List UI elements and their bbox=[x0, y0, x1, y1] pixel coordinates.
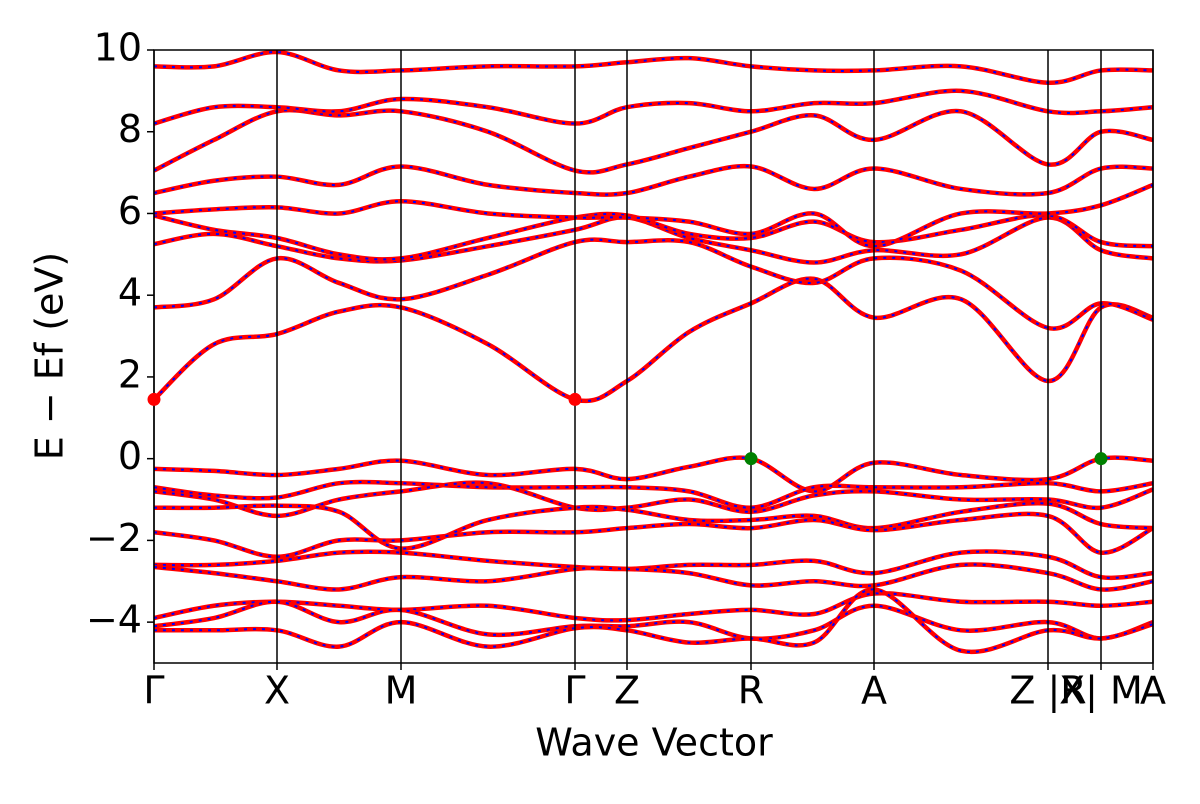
plot-area bbox=[154, 50, 1153, 655]
band-line bbox=[154, 88, 1153, 126]
y-tick-label: 6 bbox=[118, 189, 142, 233]
band-line-overlay bbox=[154, 165, 1153, 196]
band-line bbox=[154, 549, 1153, 581]
band-line bbox=[154, 590, 1153, 623]
band-line-overlay bbox=[154, 216, 1153, 264]
x-tick-label: Z bbox=[614, 669, 640, 713]
vbm-marker bbox=[744, 452, 758, 466]
band-line-overlay bbox=[154, 109, 1153, 174]
band-line bbox=[154, 599, 1153, 641]
x-tick-label: A bbox=[861, 669, 887, 713]
x-tick-label: Γ bbox=[564, 669, 585, 713]
band-line-overlay bbox=[154, 563, 1153, 591]
band-line-overlay bbox=[154, 89, 1153, 125]
band-line-overlay bbox=[154, 183, 1153, 248]
band-line bbox=[154, 237, 1153, 331]
band-line-overlay bbox=[154, 592, 1153, 622]
x-tick-label: Γ bbox=[143, 669, 164, 713]
band-line bbox=[154, 587, 1153, 655]
band-line bbox=[154, 107, 1153, 175]
cbm-marker bbox=[568, 392, 582, 406]
x-tick-label: R bbox=[738, 669, 764, 713]
y-axis-label: E − Ef (eV) bbox=[28, 252, 72, 461]
x-tick-label: M bbox=[385, 669, 418, 713]
band-line bbox=[154, 500, 1153, 551]
band-line-overlay bbox=[154, 481, 1153, 517]
x-tick-label: A bbox=[1140, 669, 1166, 713]
x-axis-label: Wave Vector bbox=[535, 721, 773, 765]
vbm-marker bbox=[1094, 452, 1108, 466]
y-tick-label: −2 bbox=[86, 516, 142, 560]
cbm-marker bbox=[147, 392, 161, 406]
band-line-overlay bbox=[154, 588, 1153, 653]
y-tick-label: 2 bbox=[118, 352, 142, 396]
x-tick-label: X| M bbox=[1059, 669, 1143, 714]
x-tick-label: X bbox=[264, 669, 290, 713]
band-line bbox=[154, 211, 1153, 262]
band-line-overlay bbox=[154, 600, 1153, 640]
y-tick-label: −4 bbox=[86, 598, 142, 642]
x-tick-label: Z |R bbox=[1009, 669, 1086, 714]
band-line bbox=[154, 479, 1153, 510]
y-tick-label: 4 bbox=[118, 271, 142, 315]
y-tick-label: 0 bbox=[118, 434, 142, 478]
band-line bbox=[154, 455, 1153, 494]
band-line bbox=[154, 50, 1153, 85]
band-line-overlay bbox=[154, 277, 1153, 402]
y-tick-label: 8 bbox=[118, 107, 142, 151]
band-line bbox=[154, 511, 1153, 559]
band-line bbox=[154, 562, 1153, 592]
y-tick-label: 10 bbox=[94, 26, 142, 70]
band-line bbox=[154, 163, 1153, 197]
